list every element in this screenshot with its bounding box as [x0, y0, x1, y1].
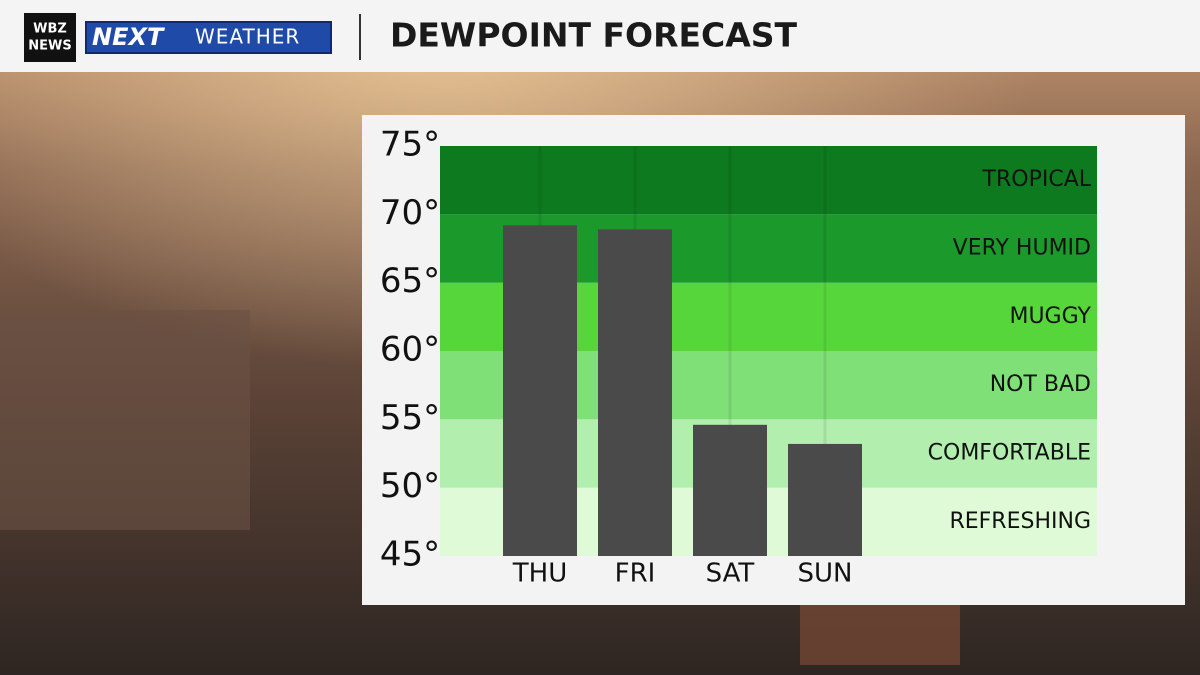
y-tick-label: 75°	[380, 125, 440, 165]
x-tick-label: SAT	[706, 559, 755, 589]
background-building	[800, 605, 960, 665]
y-tick-label: 45°	[380, 535, 440, 575]
bar	[598, 229, 672, 556]
logo-box	[24, 13, 76, 62]
logo-text: NEWS	[28, 39, 71, 54]
band	[440, 146, 1097, 215]
x-tick-label: SUN	[798, 559, 853, 589]
logo-text: WBZ	[33, 22, 67, 37]
background-building	[0, 310, 250, 530]
band-label: NOT BAD	[990, 372, 1091, 397]
band-label: REFRESHING	[949, 509, 1091, 534]
bar	[693, 424, 767, 556]
brand-box	[85, 21, 332, 54]
x-tick-label: THU	[512, 559, 567, 589]
y-tick-label: 65°	[380, 261, 440, 301]
chart-title: DEWPOINT FORECAST	[390, 16, 798, 55]
band-label: COMFORTABLE	[928, 441, 1091, 466]
bar	[503, 225, 577, 556]
band-label: MUGGY	[1009, 304, 1091, 329]
band-label: TROPICAL	[982, 167, 1092, 192]
y-tick-label: 70°	[380, 193, 440, 233]
band-label: VERY HUMID	[953, 236, 1091, 261]
chart: REFRESHING COMFORTABLE NOT BAD MUGGY VERY HU…	[380, 125, 1097, 589]
brand-text: NEXT	[92, 23, 165, 51]
y-tick-label: 60°	[380, 330, 440, 370]
y-tick-label: 50°	[380, 466, 440, 506]
bar	[788, 443, 862, 556]
x-tick-label: FRI	[615, 559, 656, 589]
y-tick-label: 55°	[380, 398, 440, 438]
brand-sub: WEATHER	[195, 25, 300, 49]
